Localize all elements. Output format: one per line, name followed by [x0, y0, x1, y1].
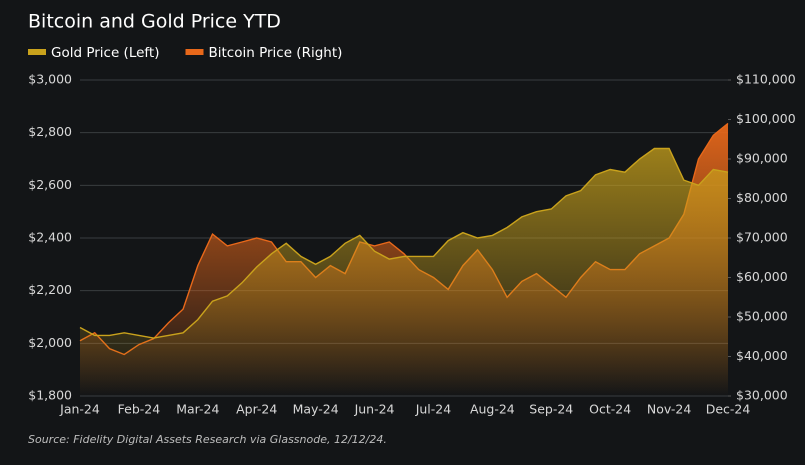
- legend-label: Bitcoin Price (Right): [209, 45, 343, 61]
- y2-tick-label: $110,000: [736, 72, 796, 87]
- x-tick-label: Dec-24: [706, 402, 751, 417]
- y2-tick-label: $80,000: [736, 190, 788, 205]
- x-tick-label: May-24: [293, 402, 339, 417]
- x-tick-label: Feb-24: [118, 402, 161, 417]
- chart-title: Bitcoin and Gold Price YTD: [28, 11, 281, 33]
- x-tick-label: Jun-24: [354, 402, 395, 417]
- y2-tick-label: $50,000: [736, 309, 788, 324]
- y-tick-label: $1,800: [28, 388, 72, 403]
- footnote: Source: Fidelity Digital Assets Research…: [28, 433, 387, 446]
- y2-tick-label: $40,000: [736, 348, 788, 363]
- legend-swatch: [28, 49, 46, 55]
- legend-swatch: [185, 49, 204, 55]
- x-tick-label: Sep-24: [529, 402, 573, 417]
- x-tick-label: Jan-24: [59, 402, 100, 417]
- y2-tick-label: $90,000: [736, 151, 788, 166]
- y2-tick-label: $30,000: [736, 388, 788, 403]
- y-tick-label: $2,800: [28, 124, 72, 139]
- y2-tick-label: $100,000: [736, 111, 796, 126]
- line: [79, 147, 729, 339]
- y-tick-label: $2,400: [28, 230, 72, 245]
- x-tick-label: Aug-24: [470, 402, 515, 417]
- y-tick-label: $2,200: [28, 282, 72, 297]
- area: [80, 148, 728, 396]
- y-tick-label: $3,000: [28, 72, 72, 87]
- y-tick-label: $2,600: [28, 177, 72, 192]
- y2-tick-label: $70,000: [736, 230, 788, 245]
- legend-label: Gold Price (Left): [51, 45, 160, 61]
- y2-tick-label: $60,000: [736, 269, 788, 284]
- x-tick-label: Oct-24: [589, 402, 631, 417]
- x-tick-label: Apr-24: [236, 402, 277, 417]
- x-tick-label: Nov-24: [647, 402, 692, 417]
- x-tick-label: Jul-24: [415, 402, 452, 417]
- y-tick-label: $2,000: [28, 335, 72, 350]
- x-tick-label: Mar-24: [176, 402, 219, 417]
